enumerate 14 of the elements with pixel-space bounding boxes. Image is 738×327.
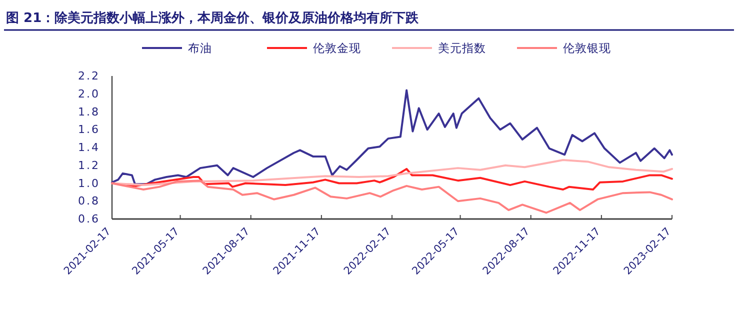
y-tick-label: 1.0 [78,176,100,190]
y-tick-label: 0.6 [78,212,100,226]
y-tick-label: 1.4 [78,141,100,154]
y-tick-label: 1.8 [78,105,100,118]
y-tick-label: 2.0 [78,87,100,100]
y-tick-label: 2.2 [78,70,100,82]
legend-label: 美元指数 [438,41,486,55]
legend-label: 伦敦金现 [313,41,361,55]
y-tick-label: 1.6 [78,123,100,136]
y-tick-label: 0.8 [78,194,100,208]
y-tick-label: 1.2 [78,158,100,172]
legend-label: 布油 [188,41,212,55]
legend-label: 伦敦银现 [563,41,611,55]
chart-title: 图 21：除美元指数小幅上涨外，本周金价、银价及原油价格均有所下跌 [6,10,420,26]
